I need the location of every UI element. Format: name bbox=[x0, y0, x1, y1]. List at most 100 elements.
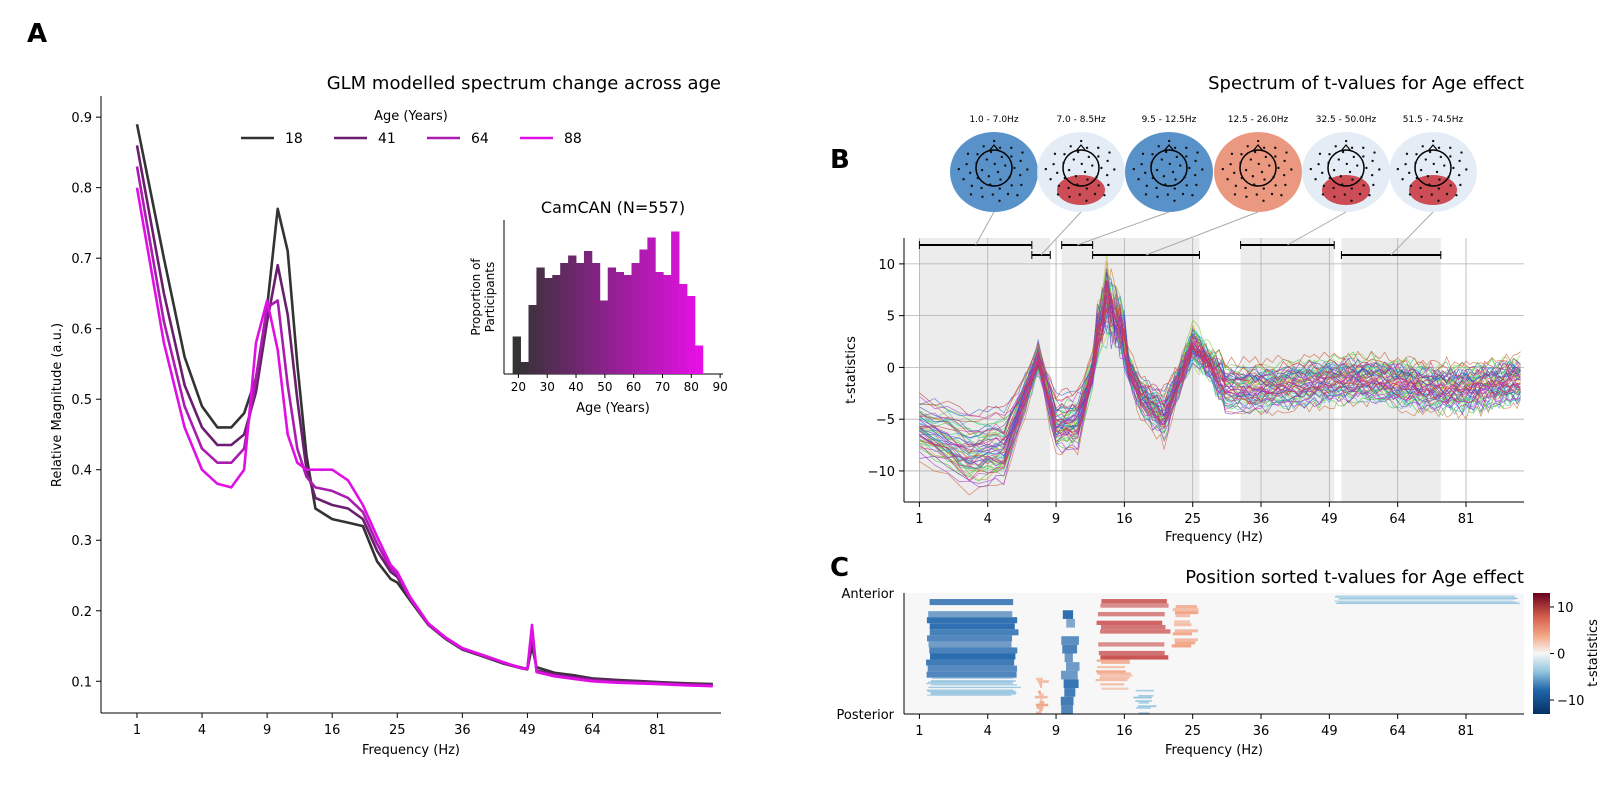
panel-a-y-ticks: 0.1 0.2 0.3 0.4 0.5 0.6 0.7 0.8 0.9 bbox=[71, 111, 101, 690]
sensor-dot bbox=[1337, 158, 1341, 161]
panel-c-ytick-anterior: Anterior bbox=[842, 587, 895, 602]
panel-a-xtick-label: 25 bbox=[389, 723, 406, 738]
sensor-dot bbox=[1244, 186, 1247, 190]
sensor-dot bbox=[1076, 183, 1079, 186]
sensor-dot bbox=[1260, 170, 1264, 174]
topomap: 32.5 - 50.0Hz bbox=[1302, 115, 1390, 212]
sensor-dot bbox=[996, 170, 1000, 174]
sensor-dot bbox=[1049, 178, 1052, 181]
heatmap-cell-block bbox=[1172, 632, 1192, 636]
legend-label-88: 88 bbox=[564, 131, 582, 147]
sensor-dot bbox=[1008, 175, 1011, 179]
sensor-dot bbox=[1352, 155, 1356, 159]
sensor-dot bbox=[1459, 183, 1462, 187]
panel-b-xtick-label: 1 bbox=[915, 512, 923, 527]
heatmap-cell-block bbox=[1061, 705, 1073, 714]
sensor-dot bbox=[1018, 173, 1022, 177]
panel-a-ytick-label: 0.1 bbox=[71, 675, 92, 690]
heatmap-cell-block bbox=[1334, 600, 1514, 602]
series-line-88 bbox=[135, 187, 713, 688]
panel-b-xtick-label: 16 bbox=[1116, 512, 1133, 527]
topomap-head bbox=[950, 132, 1038, 212]
heatmap-cell-block bbox=[1338, 598, 1516, 600]
sensor-dot bbox=[1164, 150, 1168, 154]
heatmap-cell-block bbox=[1135, 700, 1152, 702]
topomap-nose bbox=[1252, 144, 1264, 152]
sensor-dot bbox=[1105, 173, 1109, 177]
inset-title: CamCAN (N=557) bbox=[541, 198, 685, 217]
sensor-dot bbox=[1097, 184, 1100, 187]
heatmap-cell-block bbox=[1061, 636, 1079, 645]
topomap-nose bbox=[1427, 144, 1439, 152]
heatmap-cell-block bbox=[1039, 682, 1043, 686]
sensor-dot bbox=[1317, 162, 1320, 166]
sensor-dot bbox=[1432, 162, 1435, 166]
sensor-dot bbox=[1067, 186, 1070, 190]
sensor-dot bbox=[1141, 152, 1145, 156]
panel-a-ytick-label: 0.7 bbox=[71, 252, 92, 267]
heatmap-cell-block bbox=[1097, 672, 1131, 675]
colorbar-tick-label: 0 bbox=[1557, 648, 1565, 663]
inset-xtick-label: 80 bbox=[684, 380, 699, 394]
heatmap-cell-block bbox=[1062, 644, 1078, 654]
sensor-dot bbox=[1430, 193, 1434, 196]
sensor-dot bbox=[1103, 194, 1106, 197]
heatmap-cell-block bbox=[1174, 638, 1198, 642]
panel-c-xtick-label: 1 bbox=[915, 724, 923, 739]
sensor-dot bbox=[1339, 175, 1343, 178]
cluster-connector bbox=[1076, 211, 1170, 246]
channel-line bbox=[919, 301, 1521, 435]
sensor-dot bbox=[1419, 168, 1423, 172]
sensor-dot bbox=[1350, 146, 1354, 149]
sensor-dot bbox=[1262, 146, 1266, 149]
sensor-dot bbox=[1053, 152, 1057, 156]
sensor-dot bbox=[1085, 146, 1089, 149]
panel-c-xtick-label: 25 bbox=[1184, 724, 1201, 739]
sensor-dot bbox=[1362, 184, 1365, 187]
heatmap-cell-block bbox=[1334, 596, 1515, 598]
inset-bar bbox=[576, 263, 585, 374]
sensor-dot bbox=[1179, 164, 1182, 167]
sensor-dot bbox=[982, 145, 985, 148]
panel-b-xtick-label: 9 bbox=[1052, 512, 1060, 527]
sensor-dot bbox=[1194, 159, 1197, 163]
inset-bar bbox=[568, 255, 577, 374]
inset-bar bbox=[552, 275, 561, 374]
sensor-dot bbox=[1404, 162, 1407, 166]
heatmap-cell-block bbox=[1337, 602, 1518, 604]
topomap: 7.0 - 8.5Hz bbox=[1037, 115, 1125, 212]
topomap-outline bbox=[1062, 149, 1100, 187]
panel-c: Position sorted t-values for Age effect … bbox=[837, 567, 1601, 758]
panel-a-xlabel: Frequency (Hz) bbox=[362, 743, 460, 758]
panel-a-series bbox=[135, 123, 713, 688]
inset-xtick-label: 40 bbox=[568, 380, 583, 394]
heatmap-cell-block bbox=[931, 684, 1018, 686]
panel-a-ytick-label: 0.8 bbox=[71, 182, 92, 197]
heatmap-cell-block bbox=[930, 693, 1016, 695]
panel-a-ytick-label: 0.6 bbox=[71, 323, 92, 338]
sensor-dot bbox=[1086, 178, 1089, 181]
sensor-dot bbox=[1437, 199, 1440, 202]
topomap-nose bbox=[988, 144, 1000, 152]
inset-bar bbox=[615, 272, 624, 374]
topomap-label: 7.0 - 8.5Hz bbox=[1056, 115, 1105, 125]
inset-bar bbox=[583, 251, 593, 374]
topomap-outline bbox=[1414, 149, 1452, 187]
heatmap-cell-block bbox=[1060, 696, 1074, 706]
sensor-dot bbox=[1006, 192, 1010, 196]
channel-line bbox=[919, 288, 1521, 417]
sensor-dot bbox=[1371, 159, 1374, 163]
heatmap-cell-block bbox=[1174, 623, 1192, 627]
heatmap-cell-block bbox=[1175, 614, 1191, 618]
sensor-dot bbox=[1328, 152, 1331, 156]
sensor-dot bbox=[1426, 175, 1430, 178]
inset-bar bbox=[647, 237, 656, 374]
panel-a-xtick-label: 49 bbox=[519, 723, 536, 738]
sensor-dot bbox=[993, 162, 996, 166]
heatmap-cell-block bbox=[927, 690, 1016, 692]
sensor-dot bbox=[1372, 183, 1375, 187]
panel-a-xtick-label: 16 bbox=[324, 723, 341, 738]
sensor-dot bbox=[1156, 195, 1159, 198]
panel-a-ytick-label: 0.5 bbox=[71, 393, 92, 408]
panel-b-ylabel: t-statistics bbox=[844, 336, 859, 404]
